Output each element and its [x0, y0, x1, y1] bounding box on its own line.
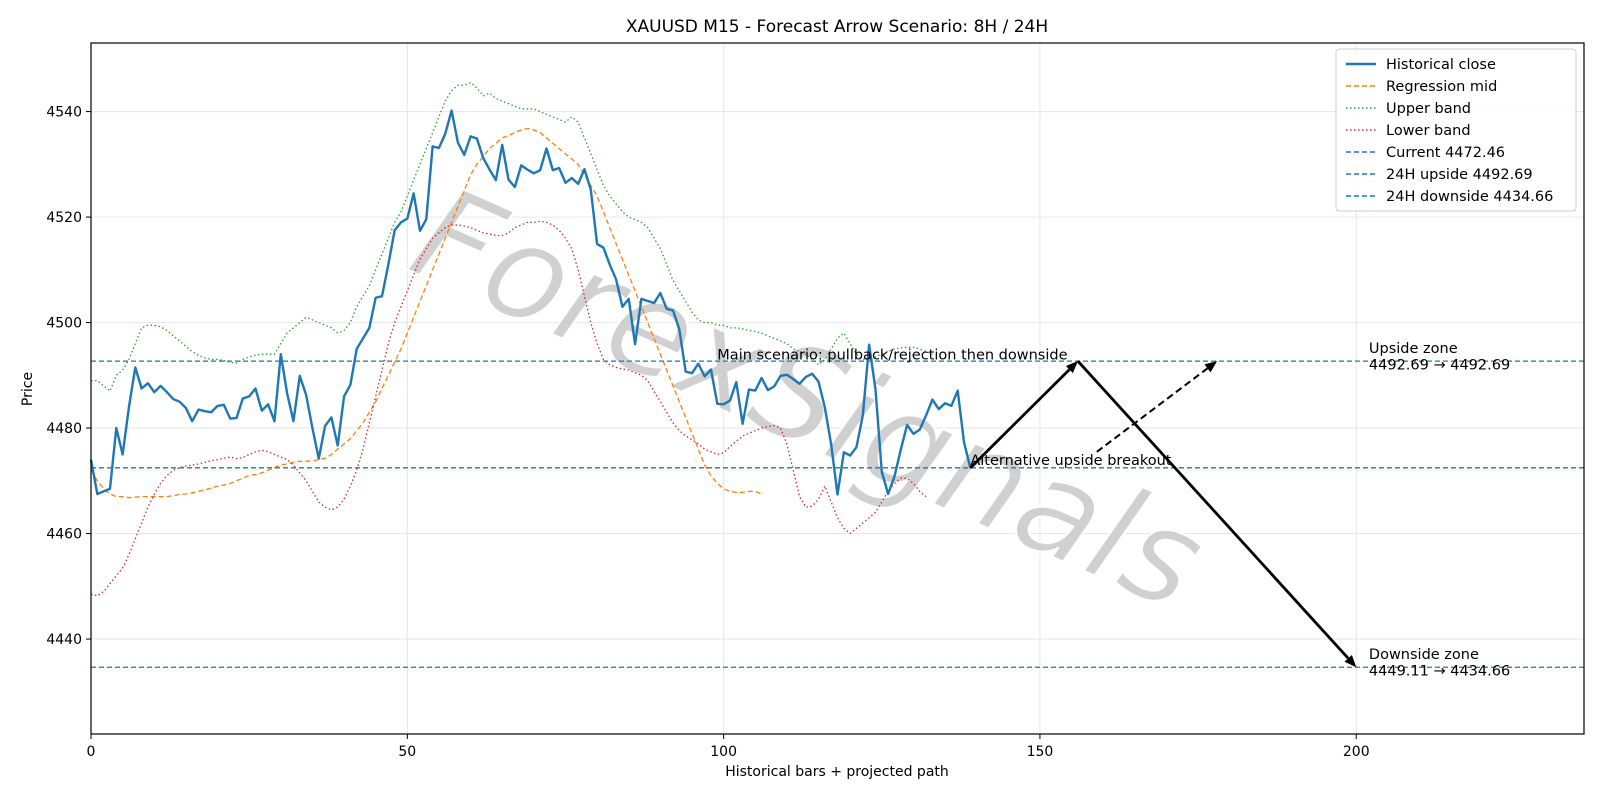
x-tick-label: 50 [398, 744, 416, 760]
y-tick-label: 4540 [46, 105, 82, 121]
legend-label: Historical close [1386, 57, 1496, 73]
legend-label: Lower band [1386, 123, 1471, 139]
legend-label: Upper band [1386, 101, 1471, 117]
scenario-arrows [969, 360, 1357, 668]
reference-lines [91, 360, 1584, 668]
x-tick-label: 100 [710, 744, 737, 760]
y-tick-label: 4460 [46, 527, 82, 543]
annotation-text: Alternative upside breakout [970, 453, 1171, 469]
legend-box [1335, 48, 1577, 212]
watermark-text: ForexSignals [391, 157, 1225, 641]
y-tick-label: 4440 [46, 632, 82, 648]
axes: 0 50 100 150 200 4440 4460 4480 4500 4520 4540 [46, 105, 1369, 760]
x-tick-label: 150 [1027, 744, 1054, 760]
x-axis-label: Historical bars + projected path [725, 764, 949, 780]
annotations: Main scenario: pullback/rejection then d… [717, 341, 1510, 679]
legend-label: Current 4472.46 [1386, 145, 1505, 161]
annotation-text: Downside zone [1369, 647, 1479, 663]
x-tick-label: 200 [1343, 744, 1370, 760]
y-axis-label: Price [20, 372, 36, 406]
plot-frame [90, 42, 1585, 735]
arrow-shaft-2 [1096, 367, 1209, 453]
arrow-head-2 [1204, 361, 1218, 373]
series-layer [89, 81, 972, 597]
arrow-shaft-1 [1076, 360, 1350, 660]
series-line-lower-band [90, 220, 927, 597]
y-tick-label: 4480 [46, 421, 82, 437]
legend-label: 24H upside 4492.69 [1386, 167, 1533, 183]
y-tick-label: 4500 [46, 316, 82, 332]
chart-title: XAUUSD M15 - Forecast Arrow Scenario: 8H… [626, 17, 1048, 37]
arrow-shaft-0 [969, 368, 1071, 469]
series-line-regression-mid [90, 127, 762, 499]
annotation-text: Main scenario: pullback/rejection then d… [717, 347, 1067, 363]
legend-label: Regression mid [1386, 79, 1497, 95]
arrow-head-0 [1065, 361, 1078, 374]
annotation-text: Upside zone [1369, 341, 1458, 357]
grid [90, 43, 1584, 734]
annotation-text: 4449.11 → 4434.66 [1369, 663, 1510, 679]
watermark: ForexSignals [390, 156, 1226, 642]
annotation-text: 4492.69 → 4492.69 [1369, 358, 1510, 374]
legend-label: 24H downside 4434.66 [1386, 189, 1553, 205]
series-line-upper-band [91, 81, 933, 392]
arrow-head-1 [1344, 654, 1357, 668]
y-tick-label: 4520 [46, 210, 82, 226]
legend: Historical close Regression mid Upper band… [1335, 48, 1577, 212]
series-line-historical-close [89, 109, 972, 496]
x-tick-label: 0 [87, 744, 96, 760]
